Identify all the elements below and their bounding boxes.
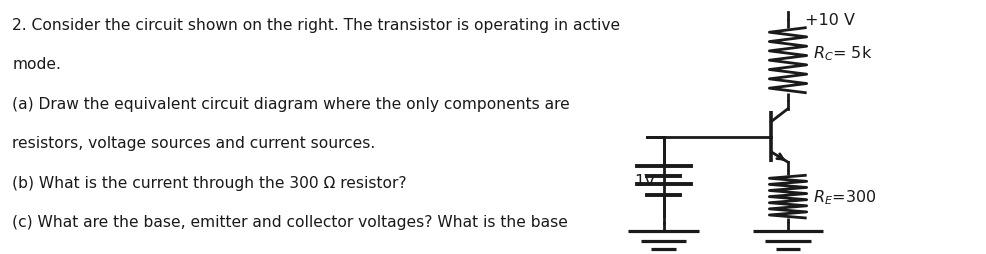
Text: +10 V: +10 V <box>804 13 854 28</box>
Text: (c) What are the base, emitter and collector voltages? What is the base: (c) What are the base, emitter and colle… <box>12 215 568 230</box>
Text: $R_E$=300: $R_E$=300 <box>812 187 876 206</box>
Text: (b) What is the current through the 300 Ω resistor?: (b) What is the current through the 300 … <box>12 175 406 190</box>
Text: (a) Draw the equivalent circuit diagram where the only components are: (a) Draw the equivalent circuit diagram … <box>12 97 569 112</box>
Text: mode.: mode. <box>12 57 61 72</box>
Text: 1V: 1V <box>633 173 655 188</box>
Text: 2. Consider the circuit shown on the right. The transistor is operating in activ: 2. Consider the circuit shown on the rig… <box>12 18 620 33</box>
Text: resistors, voltage sources and current sources.: resistors, voltage sources and current s… <box>12 136 375 151</box>
Text: $R_C$= 5k: $R_C$= 5k <box>812 44 872 63</box>
